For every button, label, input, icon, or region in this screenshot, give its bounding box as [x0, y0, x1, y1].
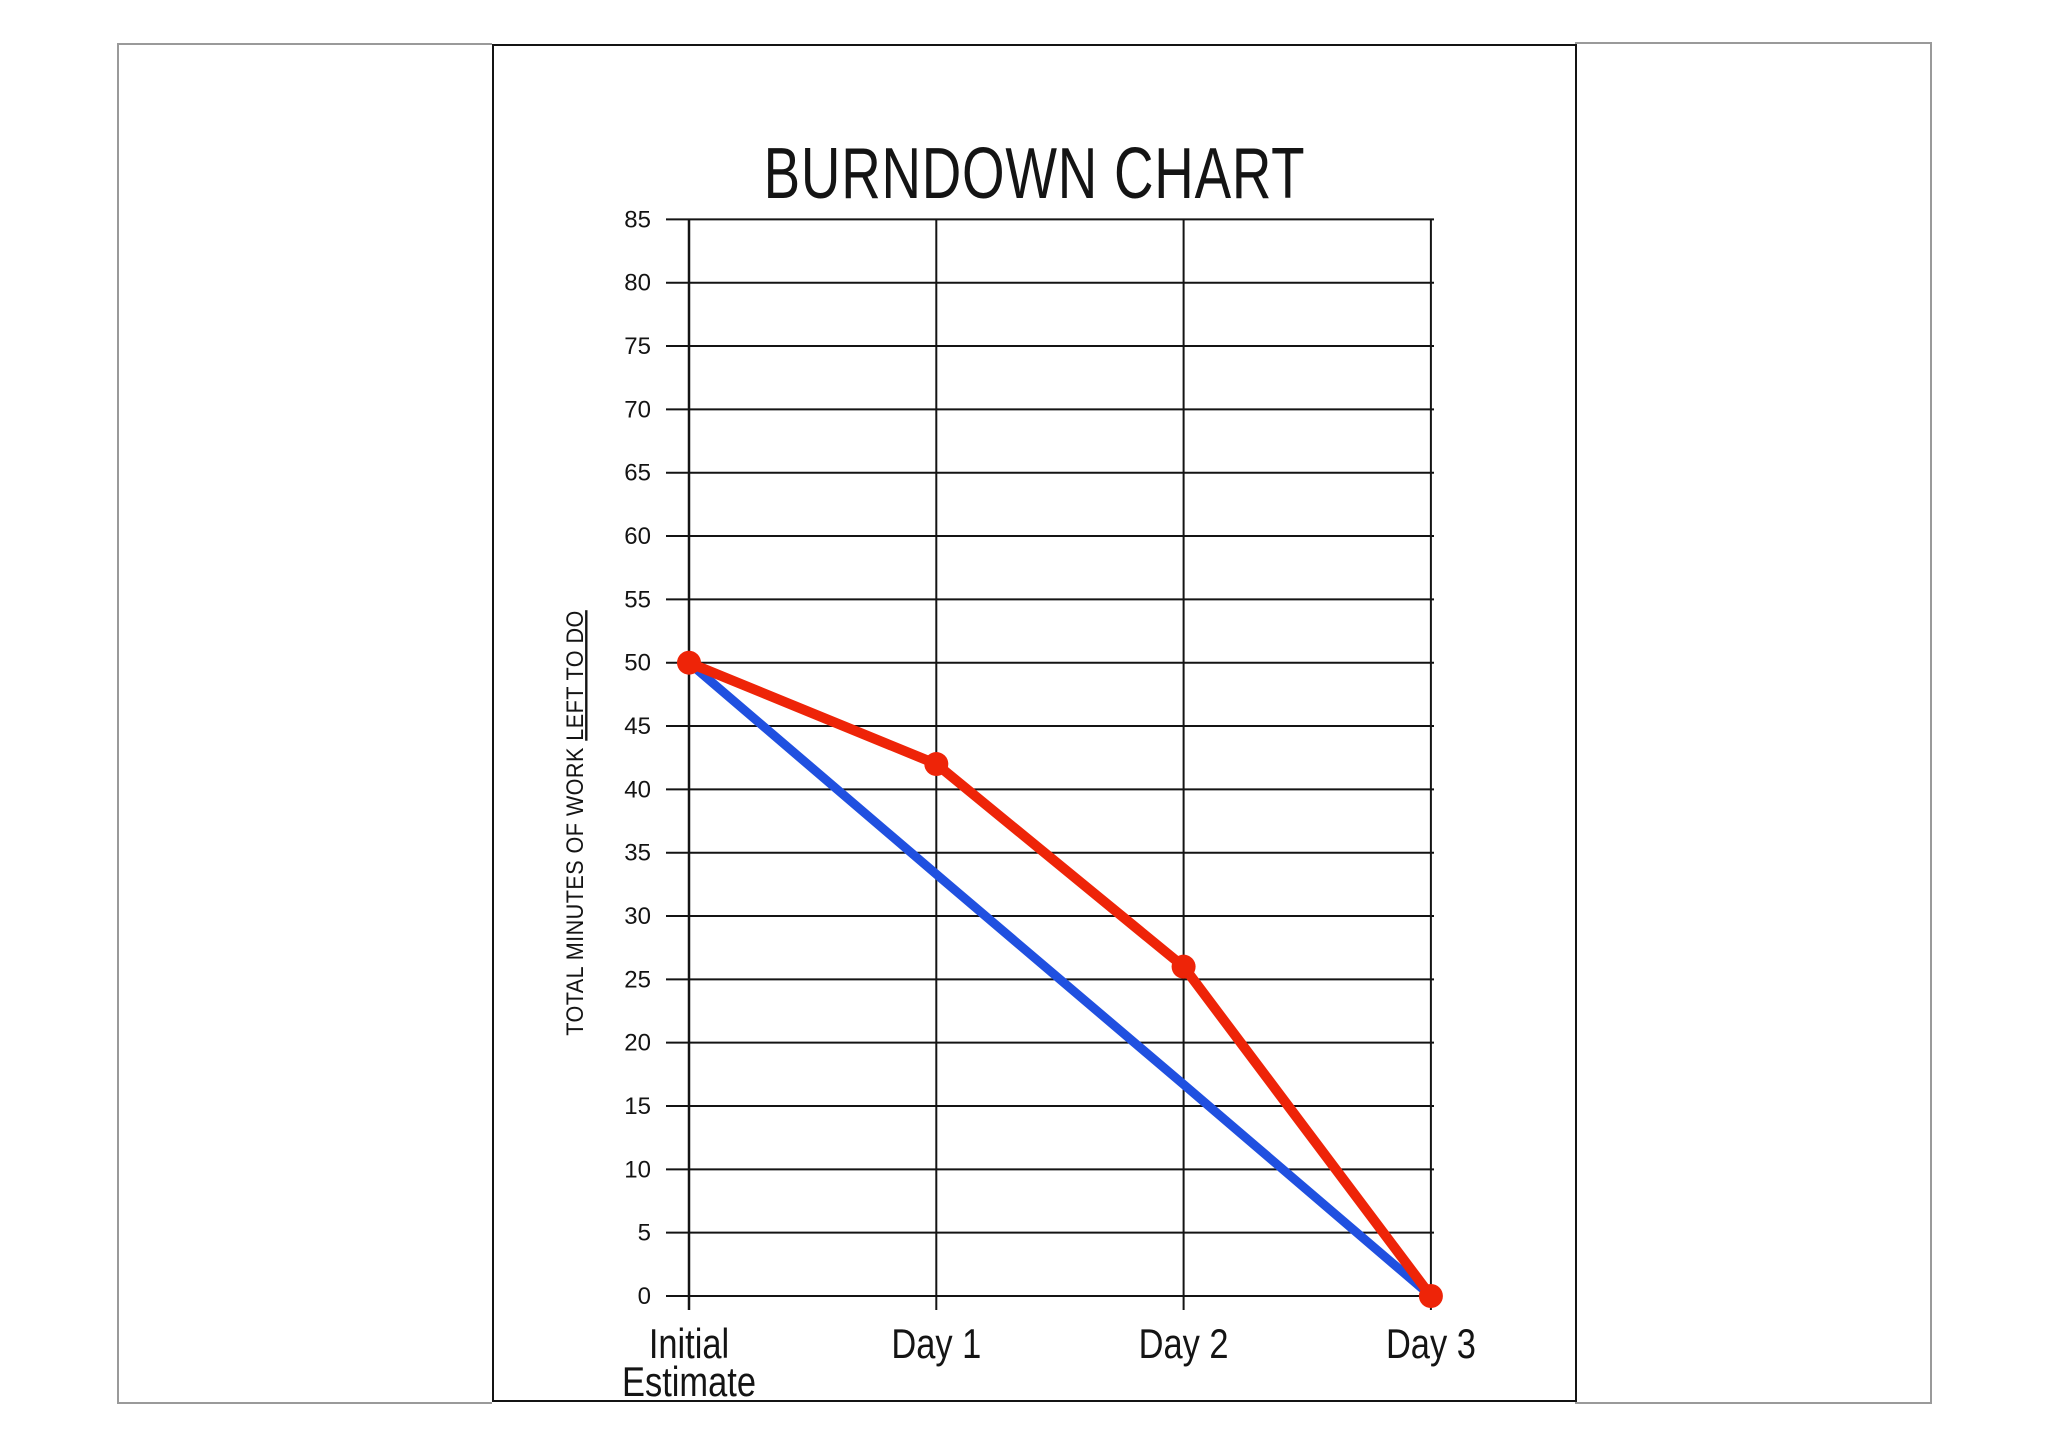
x-axis-label: Day 1 — [891, 1321, 981, 1368]
y-tick-label: 25 — [624, 966, 651, 993]
blank-page-left — [117, 43, 492, 1404]
burndown-chart-page: BURNDOWN CHART 0 5 10 15 20 25 30 35 40 45 50 55 60 6… — [492, 44, 1577, 1404]
y-tick-label: 80 — [624, 270, 651, 297]
y-tick-label: 35 — [624, 840, 651, 867]
y-axis-title: TOTAL MINUTES OF WORK LEFT TO DO — [561, 610, 588, 1036]
y-tick-label: 75 — [624, 333, 651, 360]
ideal-burndown-blue-line — [684, 658, 1436, 1301]
y-tick-label: 85 — [624, 206, 651, 233]
x-axis-label: Initial — [649, 1321, 729, 1368]
y-tick-label: 30 — [624, 903, 651, 930]
data-point-marker — [1418, 1284, 1443, 1308]
y-tick-label: 15 — [624, 1093, 651, 1120]
data-point-marker — [677, 650, 701, 675]
data-point-marker — [1171, 954, 1196, 979]
y-tick-label: 0 — [638, 1283, 651, 1310]
x-axis-label: Day 2 — [1139, 1321, 1229, 1368]
x-axis-label: Day 3 — [1386, 1321, 1476, 1368]
y-tick-label: 10 — [624, 1156, 651, 1183]
actual-burndown-red-line — [684, 657, 1436, 1301]
y-tick-label: 45 — [624, 713, 651, 740]
data-point-marker — [924, 752, 949, 777]
y-tick-label: 65 — [624, 460, 651, 487]
y-tick-label: 70 — [624, 396, 651, 423]
y-tick-label: 50 — [624, 650, 651, 677]
blank-page-right — [1575, 42, 1932, 1404]
y-tick-label: 40 — [624, 776, 651, 803]
chart-title: BURNDOWN CHART — [763, 134, 1306, 214]
y-tick-label: 5 — [638, 1220, 651, 1247]
x-axis-label: Estimate — [622, 1359, 756, 1404]
y-tick-label: 60 — [624, 523, 651, 550]
y-tick-label: 20 — [624, 1030, 651, 1057]
y-tick-label: 55 — [624, 586, 651, 613]
burndown-chart-plot: 0 5 10 15 20 25 30 35 40 45 50 55 60 65 70 75 80 85 Initia… — [561, 206, 1476, 1404]
